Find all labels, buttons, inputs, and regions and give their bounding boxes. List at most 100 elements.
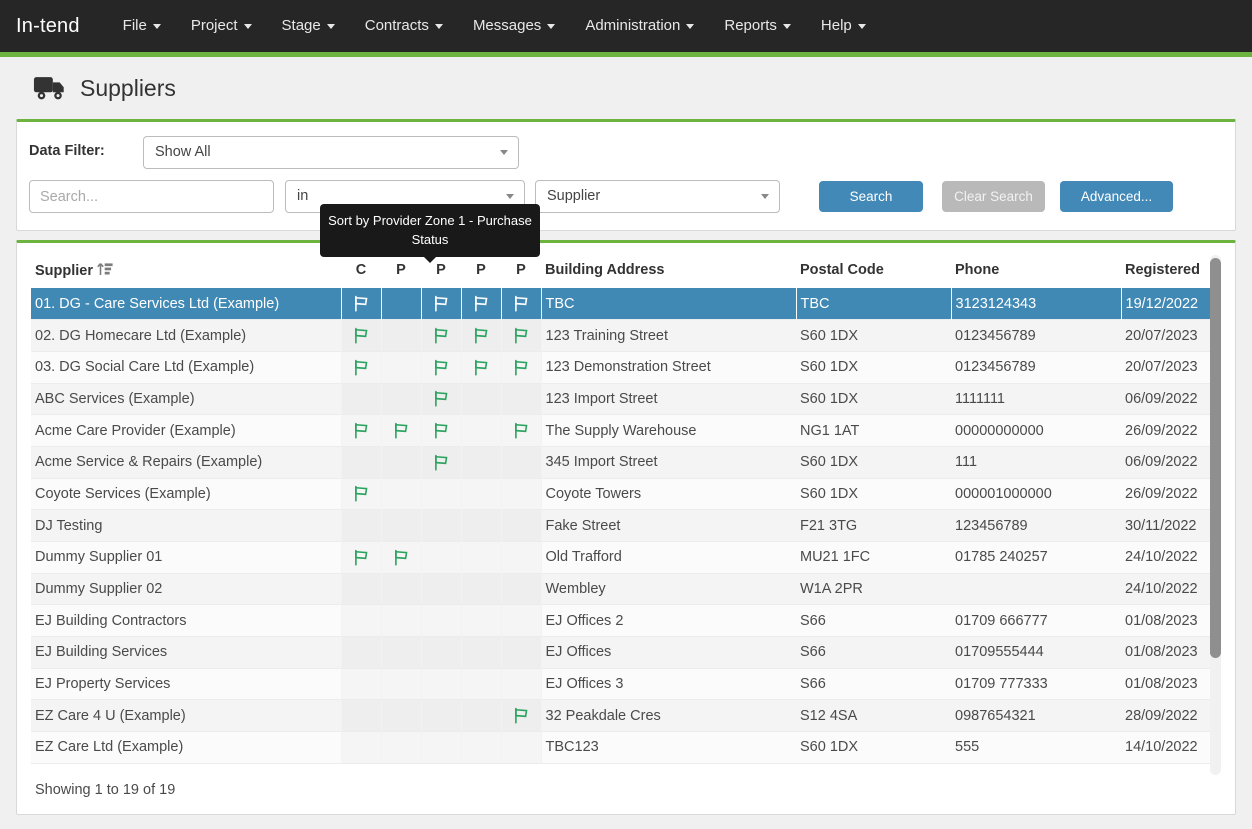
table-row[interactable]: 02. DG Homecare Ltd (Example)123 Trainin… [31, 320, 1212, 352]
chevron-down-icon [506, 194, 514, 199]
postal-code-cell: TBC [796, 288, 951, 320]
menu-stage[interactable]: Stage [267, 0, 350, 52]
menu-label: Stage [282, 17, 321, 34]
sort-amount-icon [96, 262, 113, 277]
phone-cell [951, 573, 1121, 605]
menu-list: FileProject Stage ContractsMessages Adminis… [108, 0, 881, 52]
column-header-supplier[interactable]: Supplier [31, 252, 341, 288]
flag-cell [381, 668, 421, 700]
flag-cell [341, 446, 381, 478]
flag-icon [352, 422, 370, 439]
registered-cell: 01/08/2023 [1121, 637, 1212, 669]
advanced-button[interactable]: Advanced... [1060, 181, 1173, 212]
flag-cell [381, 351, 421, 383]
menu-messages[interactable]: Messages [458, 0, 570, 52]
column-header-c-1[interactable]: C [341, 252, 381, 288]
flag-cell [461, 478, 501, 510]
flag-icon [352, 549, 370, 566]
table-row[interactable]: Acme Service & Repairs (Example)345 Impo… [31, 446, 1212, 478]
flag-cell [421, 637, 461, 669]
chevron-down-icon [435, 24, 443, 29]
flag-cell [421, 446, 461, 478]
supplier-cell: DJ Testing [31, 510, 341, 542]
registered-cell: 26/09/2022 [1121, 478, 1212, 510]
menu-contracts[interactable]: Contracts [350, 0, 458, 52]
flag-cell [381, 510, 421, 542]
table-row[interactable]: EJ Building ServicesEJ OfficesS660170955… [31, 637, 1212, 669]
flag-cell [381, 605, 421, 637]
chevron-down-icon [244, 24, 252, 29]
column-label: P [476, 262, 486, 278]
table-row[interactable]: 03. DG Social Care Ltd (Example)123 Demo… [31, 351, 1212, 383]
menu-label: Reports [724, 17, 777, 34]
supplier-cell: EZ Care Ltd (Example) [31, 732, 341, 764]
address-cell: Fake Street [541, 510, 796, 542]
supplier-cell: 01. DG - Care Services Ltd (Example) [31, 288, 341, 320]
vertical-scrollbar[interactable] [1210, 255, 1221, 775]
column-header-postal-code[interactable]: Postal Code [796, 252, 951, 288]
registered-cell: 01/08/2023 [1121, 605, 1212, 637]
chevron-down-icon [858, 24, 866, 29]
chevron-down-icon [783, 24, 791, 29]
column-header-registered[interactable]: Registered [1121, 252, 1212, 288]
column-header-p-2[interactable]: P [381, 252, 421, 288]
flag-icon [432, 295, 450, 312]
table-header-row: SupplierCPPPPBuilding AddressPostal Code… [31, 252, 1212, 288]
registered-cell: 20/07/2023 [1121, 351, 1212, 383]
flag-cell [501, 478, 541, 510]
table-row[interactable]: EZ Care Ltd (Example)TBC123S60 1DX55514/… [31, 732, 1212, 764]
address-cell: The Supply Warehouse [541, 415, 796, 447]
search-field-select[interactable]: Supplier [535, 180, 780, 213]
clear-search-button[interactable]: Clear Search [942, 181, 1045, 212]
table-row[interactable]: Coyote Services (Example)Coyote TowersS6… [31, 478, 1212, 510]
table-row[interactable]: EJ Building ContractorsEJ Offices 2S6601… [31, 605, 1212, 637]
column-header-p-5[interactable]: P [501, 252, 541, 288]
menu-help[interactable]: Help [806, 0, 881, 52]
column-header-p-4[interactable]: P [461, 252, 501, 288]
flag-cell [461, 351, 501, 383]
app-brand[interactable]: In-tend [0, 0, 98, 52]
page-header: Suppliers [0, 57, 1252, 119]
search-input[interactable] [29, 180, 274, 213]
menu-file[interactable]: File [108, 0, 176, 52]
column-header-building-address[interactable]: Building Address [541, 252, 796, 288]
postal-code-cell: S60 1DX [796, 383, 951, 415]
postal-code-cell: F21 3TG [796, 510, 951, 542]
menu-project[interactable]: Project [176, 0, 267, 52]
table-row[interactable]: Dummy Supplier 02WembleyW1A 2PR24/10/202… [31, 573, 1212, 605]
column-label: Building Address [545, 262, 665, 278]
flag-cell [381, 383, 421, 415]
menu-label: Administration [585, 17, 680, 34]
table-row[interactable]: ABC Services (Example)123 Import StreetS… [31, 383, 1212, 415]
flag-cell [341, 351, 381, 383]
scrollbar-thumb[interactable] [1210, 258, 1221, 658]
table-row[interactable]: EJ Property ServicesEJ Offices 3S6601709… [31, 668, 1212, 700]
menu-administration[interactable]: Administration [570, 0, 709, 52]
flag-cell [341, 383, 381, 415]
flag-cell [381, 700, 421, 732]
flag-cell [421, 605, 461, 637]
flag-cell [421, 573, 461, 605]
flag-icon [352, 485, 370, 502]
registered-cell: 20/07/2023 [1121, 320, 1212, 352]
menu-reports[interactable]: Reports [709, 0, 806, 52]
data-filter-value: Show All [155, 144, 211, 160]
column-header-phone[interactable]: Phone [951, 252, 1121, 288]
table-row[interactable]: 01. DG - Care Services Ltd (Example)TBCT… [31, 288, 1212, 320]
data-filter-select[interactable]: Show All [143, 136, 519, 169]
flag-icon [352, 295, 370, 312]
table-row[interactable]: Dummy Supplier 01Old TraffordMU21 1FC017… [31, 542, 1212, 574]
table-row[interactable]: EZ Care 4 U (Example)32 Peakdale CresS12… [31, 700, 1212, 732]
phone-cell: 111 [951, 446, 1121, 478]
phone-cell: 3123124343 [951, 288, 1121, 320]
address-cell: EJ Offices 2 [541, 605, 796, 637]
search-button[interactable]: Search [819, 181, 923, 212]
postal-code-cell: S66 [796, 605, 951, 637]
flag-cell [341, 478, 381, 510]
flag-icon [432, 327, 450, 344]
table-row[interactable]: Acme Care Provider (Example)The Supply W… [31, 415, 1212, 447]
registered-cell: 30/11/2022 [1121, 510, 1212, 542]
phone-cell: 01785 240257 [951, 542, 1121, 574]
flag-cell [461, 446, 501, 478]
table-row[interactable]: DJ TestingFake StreetF21 3TG12345678930/… [31, 510, 1212, 542]
